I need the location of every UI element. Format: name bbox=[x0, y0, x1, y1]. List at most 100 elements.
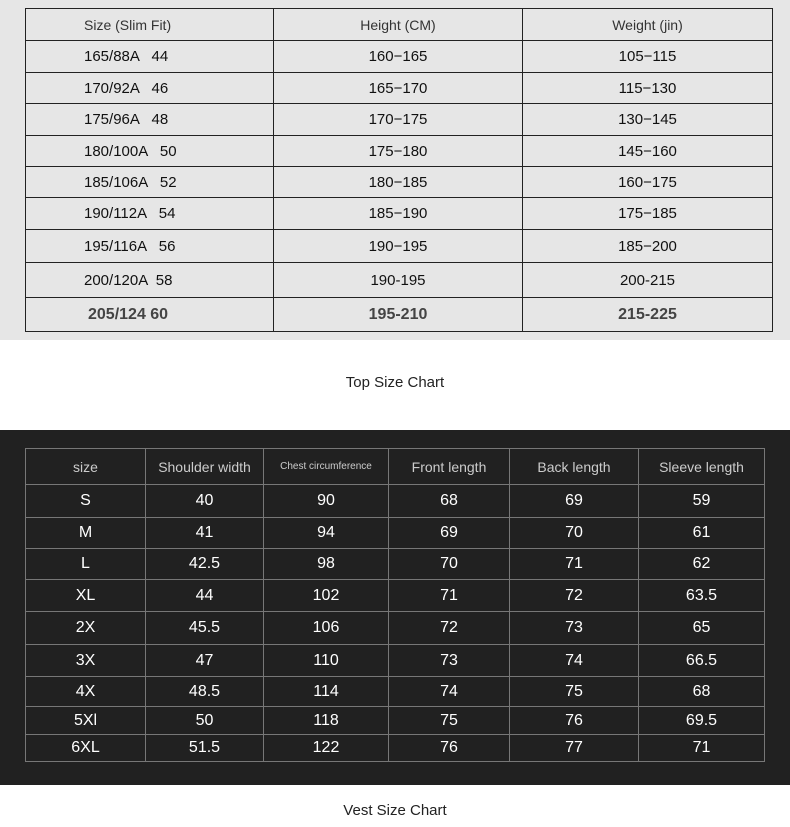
table-row: M 41 94 69 70 61 bbox=[25, 517, 765, 549]
table-cell: 76 bbox=[509, 706, 639, 735]
table-cell: 122 bbox=[263, 734, 389, 762]
column-header: Shoulder width bbox=[145, 448, 264, 485]
table-cell: 98 bbox=[263, 548, 389, 580]
table-cell: 175−185 bbox=[522, 197, 773, 230]
vest-size-caption: Vest Size Chart bbox=[343, 802, 447, 819]
table-cell: 102 bbox=[263, 579, 389, 612]
table-cell: 185−200 bbox=[522, 229, 773, 263]
table-cell: 3X bbox=[25, 644, 146, 677]
table-cell: 65 bbox=[638, 611, 765, 645]
table-row: 190/112A 54 185−190 175−185 bbox=[25, 197, 773, 230]
table-cell: 2X bbox=[25, 611, 146, 645]
table-row: 5Xl 50 118 75 76 69.5 bbox=[25, 706, 765, 735]
table-cell: 74 bbox=[509, 644, 639, 677]
table-cell: 185−190 bbox=[273, 197, 523, 230]
table-cell: 170−175 bbox=[273, 103, 523, 136]
table-cell: 94 bbox=[263, 517, 389, 549]
column-header: Chest circumference bbox=[263, 448, 389, 485]
table-cell: 61 bbox=[638, 517, 765, 549]
table-cell: 71 bbox=[509, 548, 639, 580]
table-row: 200/120A 58 190-195 200-215 bbox=[25, 262, 773, 298]
table-cell: 160−165 bbox=[273, 40, 523, 73]
top-size-caption: Top Size Chart bbox=[345, 374, 445, 391]
header-row: Size (Slim Fit) Height (CM) Weight (jin) bbox=[25, 8, 773, 41]
column-header: Height (CM) bbox=[273, 8, 523, 41]
table-cell: 75 bbox=[509, 676, 639, 707]
table-cell: 42.5 bbox=[145, 548, 264, 580]
table-row: L 42.5 98 70 71 62 bbox=[25, 548, 765, 580]
table-cell: 118 bbox=[263, 706, 389, 735]
table-cell: 68 bbox=[388, 484, 510, 518]
table-row: 195/116A 56 190−195 185−200 bbox=[25, 229, 773, 263]
table-cell: 115−130 bbox=[522, 72, 773, 104]
table-cell: 74 bbox=[388, 676, 510, 707]
table-cell: XL bbox=[25, 579, 146, 612]
table-cell: 106 bbox=[263, 611, 389, 645]
column-header: Front length bbox=[388, 448, 510, 485]
table-cell: 145−160 bbox=[522, 135, 773, 167]
table-cell: 63.5 bbox=[638, 579, 765, 612]
table-cell: 6XL bbox=[25, 734, 146, 762]
table-cell: 205/124 60 bbox=[25, 297, 274, 332]
table-cell: 71 bbox=[638, 734, 765, 762]
table-cell: 73 bbox=[388, 644, 510, 677]
table-cell: 195-210 bbox=[273, 297, 523, 332]
table-cell: 75 bbox=[388, 706, 510, 735]
table-row: S 40 90 68 69 59 bbox=[25, 484, 765, 518]
vest-size-table: size Shoulder width Chest circumference Fro… bbox=[25, 448, 765, 762]
table-cell: 105−115 bbox=[522, 40, 773, 73]
column-header: Weight (jin) bbox=[522, 8, 773, 41]
table-cell: 165/88A 44 bbox=[25, 40, 274, 73]
table-cell: 180/100A 50 bbox=[25, 135, 274, 167]
table-cell: 170/92A 46 bbox=[25, 72, 274, 104]
table-cell: 76 bbox=[388, 734, 510, 762]
table-cell: 77 bbox=[509, 734, 639, 762]
table-cell: 41 bbox=[145, 517, 264, 549]
table-cell: 90 bbox=[263, 484, 389, 518]
table-cell: 66.5 bbox=[638, 644, 765, 677]
table-cell: 190/112A 54 bbox=[25, 197, 274, 230]
table-cell: 5Xl bbox=[25, 706, 146, 735]
table-row: 6XL 51.5 122 76 77 71 bbox=[25, 734, 765, 762]
table-cell: 47 bbox=[145, 644, 264, 677]
table-row: 165/88A 44 160−165 105−115 bbox=[25, 40, 773, 73]
column-header: size bbox=[25, 448, 146, 485]
table-row: 3X 47 110 73 74 66.5 bbox=[25, 644, 765, 677]
table-cell: 71 bbox=[388, 579, 510, 612]
table-cell: L bbox=[25, 548, 146, 580]
table-cell: 70 bbox=[388, 548, 510, 580]
table-row: 175/96A 48 170−175 130−145 bbox=[25, 103, 773, 136]
table-row: 170/92A 46 165−170 115−130 bbox=[25, 72, 773, 104]
table-cell: 68 bbox=[638, 676, 765, 707]
table-cell: 50 bbox=[145, 706, 264, 735]
table-cell: 160−175 bbox=[522, 166, 773, 198]
table-cell: 165−170 bbox=[273, 72, 523, 104]
table-cell: 62 bbox=[638, 548, 765, 580]
table-cell: 72 bbox=[509, 579, 639, 612]
column-header: Back length bbox=[509, 448, 639, 485]
table-cell: 40 bbox=[145, 484, 264, 518]
table-cell: 180−185 bbox=[273, 166, 523, 198]
top-size-section: Size (Slim Fit) Height (CM) Weight (jin) 16… bbox=[0, 0, 790, 340]
table-cell: 44 bbox=[145, 579, 264, 612]
table-cell: 51.5 bbox=[145, 734, 264, 762]
table-cell: M bbox=[25, 517, 146, 549]
header-row: size Shoulder width Chest circumference Fro… bbox=[25, 448, 765, 485]
table-cell: 72 bbox=[388, 611, 510, 645]
table-cell: 195/116A 56 bbox=[25, 229, 274, 263]
table-row: 4X 48.5 114 74 75 68 bbox=[25, 676, 765, 707]
table-cell: 130−145 bbox=[522, 103, 773, 136]
table-row: XL 44 102 71 72 63.5 bbox=[25, 579, 765, 612]
table-cell: 70 bbox=[509, 517, 639, 549]
table-row: 185/106A 52 180−185 160−175 bbox=[25, 166, 773, 198]
table-cell: S bbox=[25, 484, 146, 518]
table-cell: 69 bbox=[388, 517, 510, 549]
table-cell: 69.5 bbox=[638, 706, 765, 735]
table-cell: 48.5 bbox=[145, 676, 264, 707]
table-row: 2X 45.5 106 72 73 65 bbox=[25, 611, 765, 645]
vest-size-section: size Shoulder width Chest circumference Fro… bbox=[0, 430, 790, 785]
table-cell: 73 bbox=[509, 611, 639, 645]
table-cell: 175/96A 48 bbox=[25, 103, 274, 136]
table-cell: 59 bbox=[638, 484, 765, 518]
column-header: Size (Slim Fit) bbox=[25, 8, 274, 41]
